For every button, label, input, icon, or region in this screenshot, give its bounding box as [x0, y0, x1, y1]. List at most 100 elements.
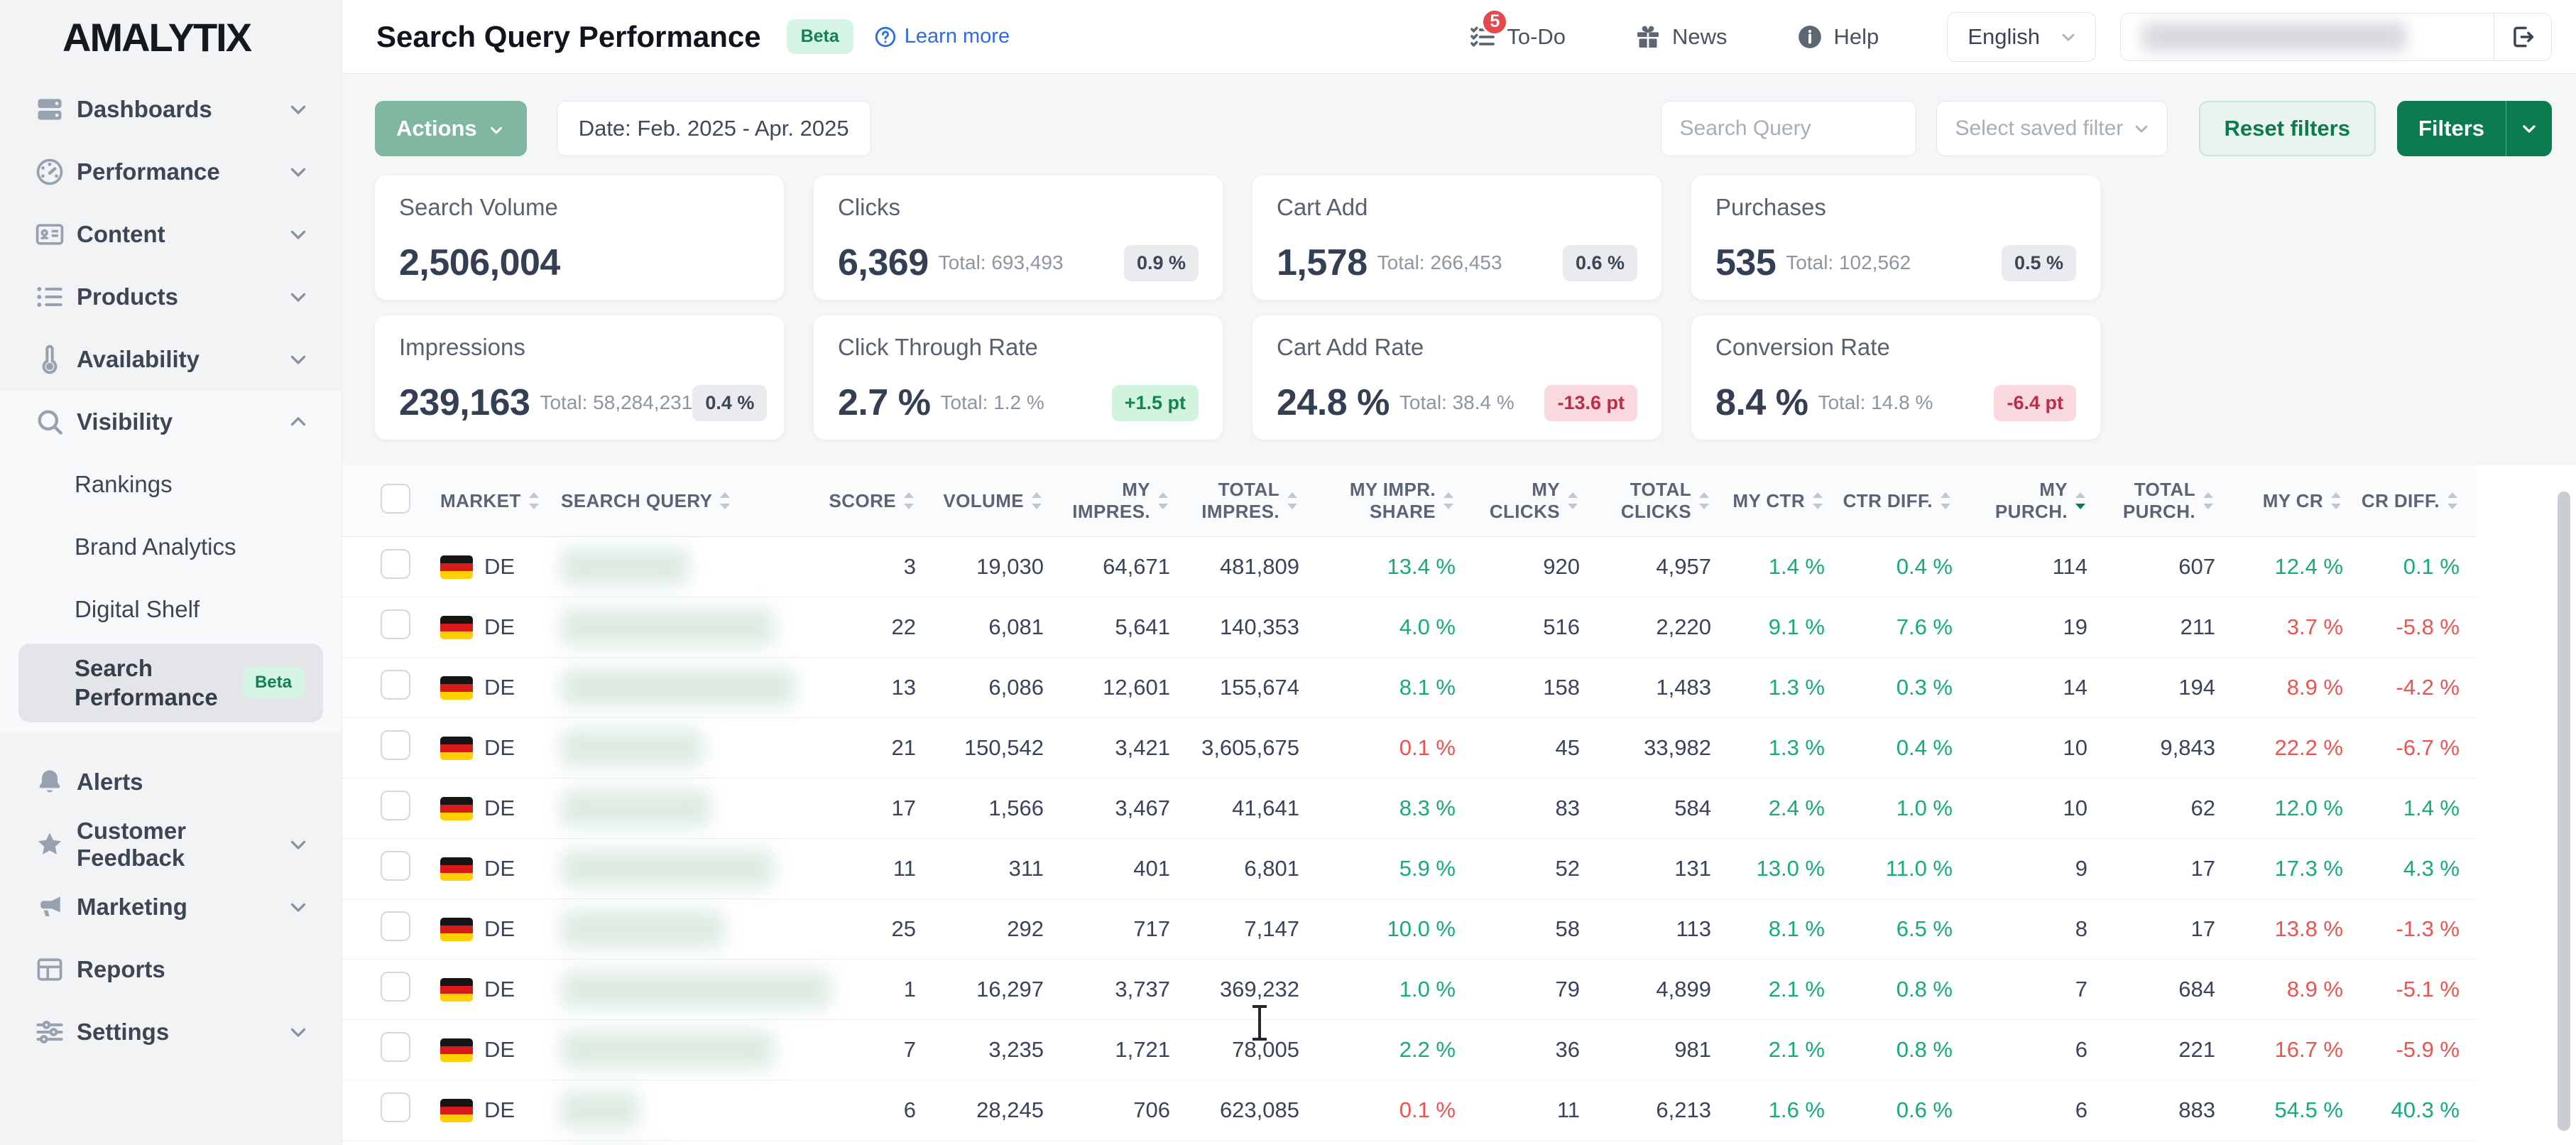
sidebar-item-digital-shelf[interactable]: Digital Shelf: [0, 578, 342, 641]
sort-icon: [1443, 492, 1453, 509]
column-header-total-impres-[interactable]: TOTAL IMPRES.: [1187, 465, 1316, 537]
column-header-cr-diff-[interactable]: CR DIFF.: [2360, 465, 2477, 537]
column-header-score[interactable]: SCORE: [754, 465, 933, 537]
news-label: News: [1672, 23, 1728, 49]
cell-value: 481,809: [1187, 536, 1316, 597]
sidebar-item-performance[interactable]: Performance: [0, 141, 342, 203]
column-header-my-ctr[interactable]: MY CTR: [1728, 465, 1842, 537]
germany-flag-icon: [440, 796, 473, 820]
logout-icon[interactable]: [2494, 13, 2551, 60]
help-link[interactable]: Help: [1796, 23, 1879, 51]
sidebar-item-customer-feedback[interactable]: Customer Feedback: [0, 813, 342, 876]
account-box[interactable]: [2120, 12, 2552, 61]
table-row[interactable]: DE 21 150,542 3,421 3,605,675 0.1 % 45 33,982 1.…: [342, 717, 2477, 778]
column-header-my-cr[interactable]: MY CR: [2232, 465, 2360, 537]
cell-value: 114: [1970, 536, 2105, 597]
cell-value: 12,601: [1061, 657, 1187, 718]
search-query-redacted: [561, 609, 774, 646]
scrollbar-thumb[interactable]: [2558, 492, 2570, 1131]
column-label: MY CTR: [1732, 489, 1805, 511]
cell-value: 211: [2105, 597, 2232, 658]
row-checkbox[interactable]: [381, 549, 410, 579]
vertical-scrollbar[interactable]: [2558, 469, 2572, 1145]
table-row[interactable]: DE 3 19,030 64,671 481,809 13.4 % 920 4,957 1.4 …: [342, 536, 2477, 597]
column-header-total-purch-[interactable]: TOTAL PURCH.: [2105, 465, 2232, 537]
sidebar: AMALYTIX Dashboards Performance Content Pro…: [0, 0, 342, 1145]
chevron-down-icon: [286, 1020, 310, 1044]
sidebar-item-availability[interactable]: Availability: [0, 328, 342, 391]
table-row[interactable]: DE 13 6,086 12,601 155,674 8.1 % 158 1,483 1.3 %…: [342, 657, 2477, 718]
table-row[interactable]: DE 1 16,297 3,737 369,232 1.0 % 79 4,899 2.1 % 0.…: [342, 959, 2477, 1020]
saved-filter-select[interactable]: Select saved filter: [1936, 101, 2168, 156]
row-checkbox[interactable]: [381, 851, 410, 881]
filters-dropdown-toggle[interactable]: [2506, 101, 2552, 156]
column-header-my-impr-share[interactable]: MY IMPR. SHARE: [1316, 465, 1473, 537]
cell-value: 8.9 %: [2286, 675, 2343, 700]
column-header-volume[interactable]: VOLUME: [933, 465, 1061, 537]
row-checkbox[interactable]: [381, 1032, 410, 1062]
column-header-total-clicks[interactable]: TOTAL CLICKS: [1597, 465, 1728, 537]
kpi-change-badge: 0.5 %: [2001, 244, 2076, 281]
cell-value: 5,641: [1061, 597, 1187, 658]
sidebar-item-label: Alerts: [77, 768, 143, 795]
row-checkbox[interactable]: [381, 911, 410, 941]
row-checkbox[interactable]: [381, 791, 410, 820]
select-all-checkbox[interactable]: [381, 483, 410, 514]
column-header-my-purch-[interactable]: MY PURCH.: [1970, 465, 2105, 537]
sidebar-item-reports[interactable]: Reports: [0, 938, 342, 1001]
reset-filters-label: Reset filters: [2224, 116, 2350, 141]
cell-value: 0.1 %: [2403, 554, 2460, 579]
table-row[interactable]: DE 7 3,235 1,721 78,005 2.2 % 36 981 2.1 % 0.8 % 6…: [342, 1019, 2477, 1080]
row-checkbox[interactable]: [381, 972, 410, 1002]
column-header-my-clicks[interactable]: MY CLICKS: [1473, 465, 1597, 537]
todo-link[interactable]: 5 To-Do: [1468, 8, 1566, 51]
table-row[interactable]: DE 17 1,566 3,467 41,641 8.3 % 83 584 2.4 % 1.0 %…: [342, 778, 2477, 839]
sidebar-item-visibility[interactable]: Visibility: [0, 391, 342, 453]
sidebar-item-dashboards[interactable]: Dashboards: [0, 78, 342, 141]
search-query-redacted: [561, 850, 774, 887]
sidebar-item-label: Settings: [77, 1018, 170, 1045]
chevron-down-icon: [2058, 27, 2078, 47]
column-header-ctr-diff-[interactable]: CTR DIFF.: [1842, 465, 1970, 537]
sidebar-item-settings[interactable]: Settings: [0, 1001, 342, 1063]
sidebar-item-content[interactable]: Content: [0, 203, 342, 266]
row-checkbox[interactable]: [381, 730, 410, 760]
sidebar-item-marketing[interactable]: Marketing: [0, 876, 342, 938]
cell-value: 36: [1473, 1019, 1597, 1080]
news-link[interactable]: News: [1634, 23, 1728, 51]
search-query-redacted: [561, 729, 703, 766]
cell-value: 131: [1597, 838, 1728, 899]
learn-more-link[interactable]: Learn more: [873, 25, 1010, 49]
sidebar-item-search-performance-active[interactable]: Search Performance Beta: [18, 644, 323, 722]
sidebar-item-alerts[interactable]: Alerts: [0, 751, 342, 813]
table-row-partial[interactable]: [342, 1140, 2477, 1145]
filters-button[interactable]: Filters: [2396, 101, 2552, 156]
column-header-my-impres-[interactable]: MY IMPRES.: [1061, 465, 1187, 537]
table-row[interactable]: DE 25 292 717 7,147 10.0 % 58 113 8.1 % 6.5 % 8 17 1…: [342, 899, 2477, 960]
sidebar-item-rankings[interactable]: Rankings: [0, 453, 342, 516]
cell-value: 16.7 %: [2274, 1037, 2343, 1062]
sidebar-item-brand-analytics[interactable]: Brand Analytics: [0, 516, 342, 578]
language-select[interactable]: English: [1947, 11, 2096, 62]
column-header-market[interactable]: MARKET: [413, 465, 539, 537]
row-checkbox[interactable]: [381, 1092, 410, 1122]
table-row[interactable]: DE 11 311 401 6,801 5.9 % 52 131 13.0 % 11.0 % 9 17…: [342, 838, 2477, 899]
search-query-input[interactable]: [1660, 101, 1916, 156]
row-checkbox[interactable]: [381, 670, 410, 700]
germany-flag-icon: [440, 675, 473, 700]
cell-value: 0.3 %: [1896, 675, 1953, 700]
actions-button[interactable]: Actions: [375, 101, 527, 156]
table-row[interactable]: DE 6 28,245 706 623,085 0.1 % 11 6,213 1.6 % 0.6 …: [342, 1080, 2477, 1141]
sidebar-item-products[interactable]: Products: [0, 266, 342, 328]
table-row[interactable]: DE 22 6,081 5,641 140,353 4.0 % 516 2,220 9.1 % 7…: [342, 597, 2477, 658]
topbar: Search Query Performance Beta Learn more…: [342, 0, 2576, 74]
cell-value: 6,801: [1187, 838, 1316, 899]
reset-filters-button[interactable]: Reset filters: [2198, 101, 2376, 156]
column-header-search-query[interactable]: SEARCH QUERY: [520, 465, 754, 537]
row-checkbox[interactable]: [381, 609, 410, 639]
cell-value: 7.6 %: [1896, 614, 1953, 639]
date-range-button[interactable]: Date: Feb. 2025 - Apr. 2025: [556, 101, 871, 156]
market-code: DE: [484, 554, 515, 579]
cell-value: 0.8 %: [1896, 1037, 1953, 1062]
search-query-redacted: [561, 971, 831, 1008]
